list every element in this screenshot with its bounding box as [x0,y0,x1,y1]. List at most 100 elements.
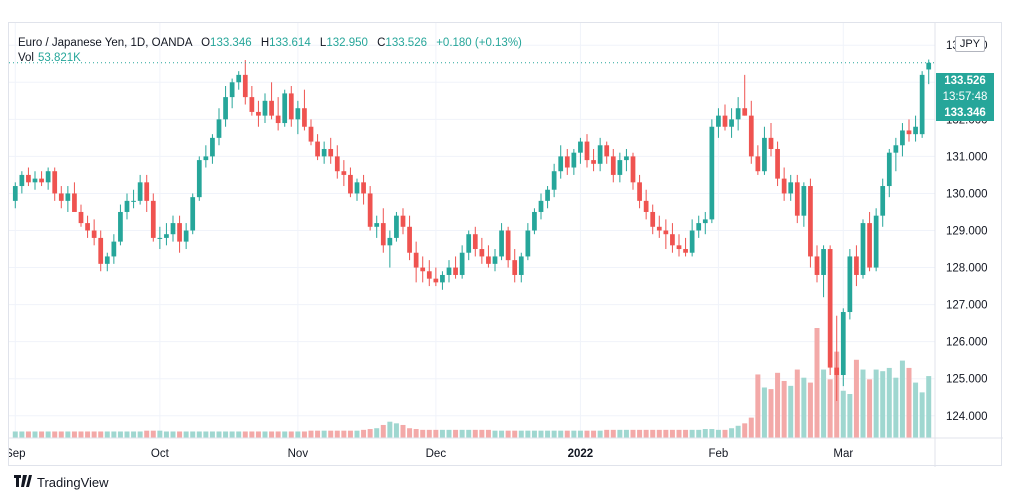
candle-body [131,200,136,202]
candle-body [354,182,360,194]
volume-bar [150,430,156,438]
volume-bar [919,392,925,438]
volume-bar [25,431,31,438]
candle [183,223,189,250]
candle [794,174,800,224]
candle [775,141,780,187]
volume-bar [111,431,117,438]
currency-button[interactable]: JPY [955,36,985,52]
candle [216,108,222,146]
candle-body [150,200,156,238]
candle [584,134,590,168]
candle [545,186,550,209]
candle-body [387,237,393,246]
candle-body [407,226,412,253]
volume-bar [499,430,505,438]
candle-body [722,115,728,127]
candle-body [472,234,478,250]
candle-body [676,245,682,250]
volume-bar [124,431,130,438]
volume-bar [656,429,662,438]
volume-bar [341,430,347,438]
candle [426,260,432,287]
volume-bar [269,431,275,438]
candle-body [223,97,228,120]
volume-bar [492,430,498,438]
open-value: 133.346 [210,37,252,49]
candle-body [584,141,590,161]
candle-body [886,152,892,187]
symbol-label[interactable]: Euro / Japanese Yen, 1D, OANDA [18,37,192,49]
candle [630,152,636,190]
candle-body [183,230,189,242]
volume-bar [163,431,169,438]
candle-body [893,145,899,153]
volume-bar [301,431,307,438]
chart-panel[interactable]: 134.000133.000132.000131.000130.000129.0… [8,22,1003,467]
volume-bar [12,431,18,438]
candle-body [781,178,787,194]
candle [420,256,426,283]
volume-bar [748,417,754,438]
candle [315,134,320,161]
candle-body [78,211,84,224]
volume-bar [144,430,150,438]
candle-body [479,249,485,257]
volume-bar [775,372,781,438]
candle-body [827,249,833,368]
volume-bar [315,430,321,438]
candle-body [85,223,90,231]
price-tick-label: 127.000 [946,300,988,312]
candle [282,89,288,127]
volume-bar [637,429,643,438]
candle-body [545,189,550,201]
candle [854,245,859,287]
candle-body [512,260,518,275]
candle [610,148,616,183]
candle-body [913,126,918,135]
price-tick-label: 129.000 [946,226,988,238]
volume-bar [571,430,577,438]
candle [564,148,570,175]
candle [821,245,826,298]
candle-body [144,182,150,201]
candle [242,60,248,105]
volume-bar [893,377,899,438]
candle [893,137,899,172]
candle-body [341,171,347,175]
volume-bar [584,430,590,438]
candle-body [617,160,623,175]
volume-bar [131,431,137,438]
candle [499,223,504,261]
volume-bar [262,431,268,438]
volume-bar [840,390,846,438]
candle [19,171,25,194]
volume-bar [453,429,459,438]
volume-bar [689,429,695,438]
candle-body [610,156,616,175]
candle [104,252,110,272]
open-label: O [201,37,211,49]
tradingview-logo-icon[interactable] [14,474,32,490]
candle-body [794,182,800,216]
candle [571,148,577,175]
brand-label[interactable]: TradingView [37,474,109,490]
candle-body [762,137,767,172]
candle-body [486,256,491,264]
volume-bar [439,429,445,438]
candle-body [663,230,669,235]
candle [597,137,603,172]
volume-bar [676,429,682,438]
volume-bar [551,430,557,438]
candle-body [808,186,813,257]
candle-body [196,160,202,198]
candle-body [275,115,281,124]
candle [137,174,143,205]
candle-body [170,223,176,235]
volume-bar [715,429,721,438]
candle [591,148,596,172]
volume-bar [663,429,669,438]
candle [735,97,741,131]
candlestick-chart[interactable]: 134.000133.000132.000131.000130.000129.0… [9,23,1003,467]
candle-body [380,223,386,246]
